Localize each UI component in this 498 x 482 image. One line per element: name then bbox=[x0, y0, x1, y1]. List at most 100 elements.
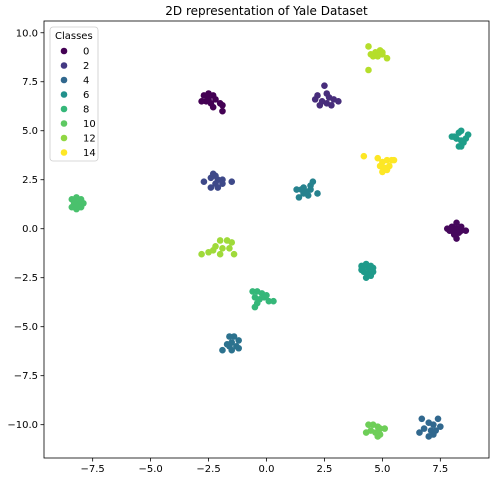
data-point bbox=[457, 143, 465, 150]
data-point bbox=[293, 186, 300, 193]
data-point bbox=[457, 127, 465, 135]
points-layer bbox=[68, 43, 472, 440]
data-point bbox=[390, 156, 398, 164]
data-point bbox=[214, 184, 222, 191]
data-point bbox=[360, 152, 368, 160]
data-point bbox=[307, 186, 314, 193]
legend-marker bbox=[60, 120, 68, 127]
legend-marker bbox=[60, 91, 68, 98]
x-tick-label: 2.5 bbox=[316, 464, 332, 475]
legend-box bbox=[49, 26, 99, 162]
data-point bbox=[198, 98, 205, 105]
data-point bbox=[383, 166, 391, 174]
data-point bbox=[457, 223, 465, 231]
y-tick-label: −10.0 bbox=[7, 420, 38, 431]
legend-label: 8 bbox=[83, 105, 89, 116]
data-point bbox=[228, 239, 236, 246]
data-point bbox=[200, 178, 208, 185]
data-point bbox=[381, 425, 389, 432]
data-point bbox=[198, 250, 205, 258]
data-point bbox=[323, 100, 331, 107]
data-point bbox=[73, 205, 80, 213]
data-point bbox=[367, 51, 375, 58]
data-point bbox=[462, 135, 470, 142]
legend-marker bbox=[60, 76, 68, 84]
data-point bbox=[362, 429, 370, 436]
data-point bbox=[219, 101, 226, 109]
data-point bbox=[376, 425, 384, 432]
data-point bbox=[420, 425, 428, 432]
data-point bbox=[330, 96, 338, 103]
data-point bbox=[365, 43, 372, 50]
data-point bbox=[219, 245, 226, 252]
y-tick-label: 7.5 bbox=[22, 77, 38, 88]
data-point bbox=[205, 96, 212, 103]
legend-label: 14 bbox=[83, 148, 96, 159]
data-point bbox=[219, 180, 226, 187]
data-point bbox=[70, 197, 78, 205]
data-point bbox=[216, 250, 224, 258]
data-point bbox=[235, 344, 242, 352]
data-point bbox=[295, 194, 303, 201]
data-point bbox=[230, 333, 238, 340]
x-tick-label: −5.0 bbox=[138, 464, 162, 475]
data-point bbox=[216, 237, 224, 244]
y-tick-label: 2.5 bbox=[22, 175, 38, 186]
y-tick-label: −2.5 bbox=[14, 273, 38, 284]
data-point bbox=[450, 133, 458, 140]
data-point bbox=[212, 96, 219, 103]
data-point bbox=[416, 429, 423, 436]
data-point bbox=[367, 262, 375, 270]
y-tick-label: 10.0 bbox=[16, 28, 38, 39]
y-tick-label: 5.0 bbox=[22, 126, 38, 137]
data-point bbox=[365, 421, 372, 428]
x-axis: −7.5 −5.0 −2.5 0.0 2.5 5.0 7.5 bbox=[81, 458, 448, 475]
legend-marker bbox=[60, 47, 68, 55]
x-tick-label: 0.0 bbox=[259, 464, 275, 475]
x-tick-label: −2.5 bbox=[196, 464, 220, 475]
data-point bbox=[316, 101, 324, 109]
data-point bbox=[462, 227, 470, 234]
data-point bbox=[369, 268, 377, 276]
data-point bbox=[209, 103, 217, 111]
data-point bbox=[430, 431, 437, 438]
legend-marker bbox=[60, 149, 68, 156]
legend-label: 12 bbox=[83, 134, 96, 145]
legend-marker bbox=[60, 62, 68, 69]
data-point bbox=[365, 66, 372, 74]
legend-label: 6 bbox=[83, 90, 89, 101]
data-point bbox=[374, 154, 382, 162]
data-point bbox=[270, 297, 277, 305]
legend-label: 2 bbox=[83, 61, 89, 72]
x-tick-label: 7.5 bbox=[432, 464, 448, 475]
data-point bbox=[453, 235, 460, 242]
y-tick-label: 0.0 bbox=[22, 224, 38, 235]
data-point bbox=[212, 172, 219, 180]
data-point bbox=[251, 303, 259, 311]
data-point bbox=[321, 82, 328, 89]
data-point bbox=[430, 421, 437, 428]
data-point bbox=[265, 297, 273, 305]
data-point bbox=[418, 415, 426, 423]
data-point bbox=[383, 54, 391, 62]
data-point bbox=[434, 415, 442, 423]
legend-entries: 0 2 4 6 8 10 12 14 bbox=[60, 47, 96, 159]
data-point bbox=[263, 292, 270, 299]
data-point bbox=[311, 96, 319, 103]
data-point bbox=[453, 219, 460, 227]
legend: Classes 0 2 4 6 8 10 12 14 bbox=[49, 26, 99, 162]
data-point bbox=[219, 346, 226, 354]
y-axis: 10.0 7.5 5.0 2.5 0.0 −2.5 −5.0 −7.5 −10.0 bbox=[7, 28, 44, 431]
data-point bbox=[374, 433, 382, 440]
y-tick-label: −5.0 bbox=[14, 322, 38, 333]
legend-label: 0 bbox=[83, 47, 89, 58]
data-point bbox=[249, 288, 256, 295]
legend-label: 10 bbox=[83, 119, 96, 130]
data-point bbox=[235, 337, 242, 344]
data-point bbox=[314, 190, 321, 197]
data-point bbox=[226, 245, 233, 252]
data-point bbox=[297, 186, 305, 193]
data-point bbox=[437, 423, 444, 430]
data-point bbox=[230, 250, 238, 258]
